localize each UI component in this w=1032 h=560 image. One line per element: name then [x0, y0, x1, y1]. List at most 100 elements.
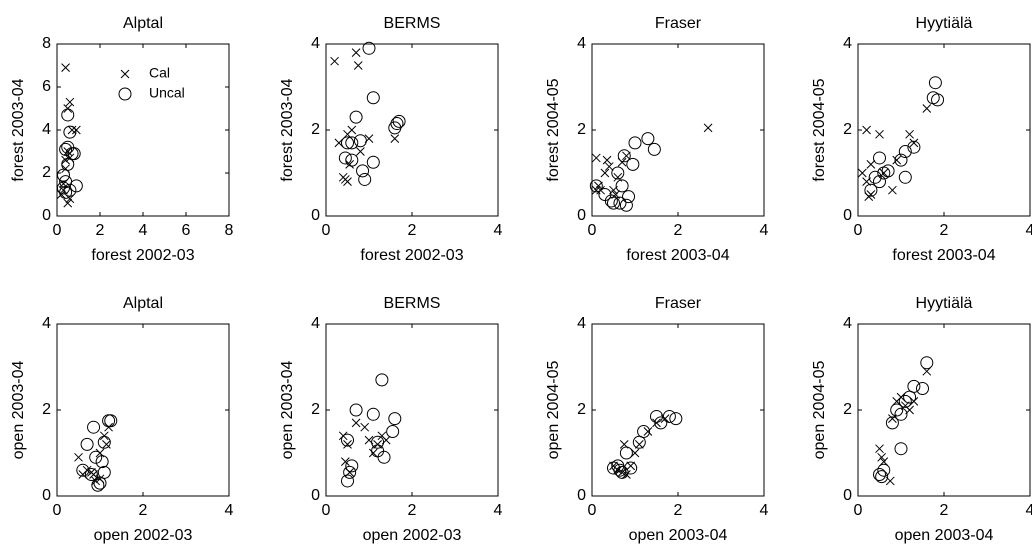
circle-marker: [59, 175, 73, 189]
x-tick-label: 4: [760, 222, 769, 239]
x-marker: [334, 138, 344, 148]
circle-marker: [641, 132, 655, 146]
x-tick-label: 2: [674, 222, 683, 239]
y-axis-label: forest 2003-04: [10, 78, 27, 181]
circle-marker: [345, 459, 359, 473]
y-axis-label: open 2004-05: [545, 361, 562, 460]
circle-marker: [56, 168, 70, 182]
x-tick-label: 2: [139, 502, 148, 519]
circle-marker: [916, 382, 929, 395]
panel: BERMS forest 2002-03 forest 2003-04 0 2 4 0 2 4: [279, 15, 502, 264]
x-marker: [67, 125, 77, 135]
x-marker: [888, 185, 897, 195]
circle-marker: [371, 444, 385, 458]
circle-marker: [80, 437, 94, 451]
y-tick-label: 6: [42, 78, 51, 95]
x-marker: [622, 470, 631, 479]
circle-marker: [366, 91, 380, 105]
circle-marker: [362, 41, 376, 55]
circle-marker: [898, 394, 912, 408]
x-tick-label: 2: [674, 502, 683, 519]
circle-marker: [87, 420, 101, 434]
x-marker: [905, 129, 914, 139]
x-marker: [340, 457, 350, 466]
y-tick-label: 4: [311, 35, 320, 52]
circle-marker: [63, 125, 77, 139]
x-marker: [61, 155, 70, 165]
circle-marker: [650, 409, 663, 423]
circle-marker: [619, 446, 633, 460]
x-marker: [922, 366, 932, 376]
x-tick-label: 0: [322, 502, 331, 519]
circle-marker: [613, 463, 627, 477]
circle-marker: [868, 170, 882, 184]
circle-marker: [59, 142, 73, 156]
circle-marker: [628, 136, 642, 150]
x-marker: [353, 61, 363, 70]
x-marker: [875, 444, 884, 454]
circle-marker: [104, 414, 118, 428]
x-marker: [368, 448, 378, 458]
circle-marker: [617, 149, 631, 163]
x-tick-label: 0: [854, 502, 863, 519]
y-tick-label: 2: [843, 401, 852, 418]
x-marker: [643, 427, 653, 436]
panel-title: Alptal: [123, 15, 163, 32]
circle-marker: [615, 465, 629, 479]
circle-marker: [118, 87, 132, 101]
x-tick-label: 0: [53, 222, 62, 239]
panel: Alptal forest 2002-03 forest 2003-04 0 2 4 6 8 0…: [10, 15, 233, 264]
circle-marker: [885, 416, 899, 430]
circle-marker: [624, 461, 638, 475]
circle-marker: [341, 136, 354, 150]
x-marker: [875, 129, 884, 139]
y-axis-label: open 2004-05: [811, 361, 828, 460]
x-tick-label: 2: [96, 222, 105, 239]
circle-marker: [89, 450, 103, 464]
x-tick-label: 2: [940, 222, 949, 239]
y-tick-label: 4: [311, 315, 320, 332]
panel-title: Fraser: [655, 295, 702, 312]
x-marker: [345, 160, 355, 169]
panel: Hyytiälä open 2003-04 open 2004-05 0 2 4 0 2 4: [811, 295, 1032, 544]
y-tick-label: 2: [42, 164, 51, 181]
circle-marker: [61, 108, 75, 122]
circle-marker: [390, 117, 404, 131]
circle-marker: [349, 403, 363, 417]
circle-marker: [67, 147, 81, 161]
x-marker: [351, 418, 361, 428]
axes-frame: [857, 43, 1031, 217]
x-marker: [622, 151, 631, 161]
circle-marker: [341, 433, 354, 447]
x-axis-label: forest 2002-03: [360, 247, 463, 264]
circle-marker: [392, 114, 406, 128]
y-axis-label: forest 2004-05: [811, 78, 828, 181]
circle-marker: [928, 76, 942, 90]
x-tick-label: 0: [588, 222, 597, 239]
circle-marker: [626, 157, 640, 171]
y-axis-label: open 2003-04: [279, 361, 296, 460]
x-tick-label: 0: [53, 502, 62, 519]
x-marker: [360, 422, 370, 432]
circle-marker: [890, 403, 904, 417]
circle-marker: [864, 183, 878, 197]
circle-marker: [907, 140, 921, 154]
circle-marker: [353, 134, 367, 148]
circle-marker: [76, 463, 90, 477]
circle-marker: [377, 450, 391, 464]
circle-marker: [907, 379, 921, 393]
x-marker: [61, 63, 70, 73]
x-marker: [866, 160, 876, 169]
legend-label: Cal: [149, 65, 170, 81]
x-marker: [330, 56, 339, 66]
panel: Hyytiälä forest 2003-04 forest 2004-05 0 2 4 0…: [811, 15, 1032, 264]
x-marker: [91, 476, 101, 486]
circle-marker: [877, 463, 891, 477]
x-marker: [102, 440, 111, 449]
y-tick-label: 4: [843, 35, 852, 52]
x-marker: [120, 69, 130, 79]
panel-title: BERMS: [384, 295, 441, 312]
x-tick-label: 4: [1026, 222, 1032, 239]
